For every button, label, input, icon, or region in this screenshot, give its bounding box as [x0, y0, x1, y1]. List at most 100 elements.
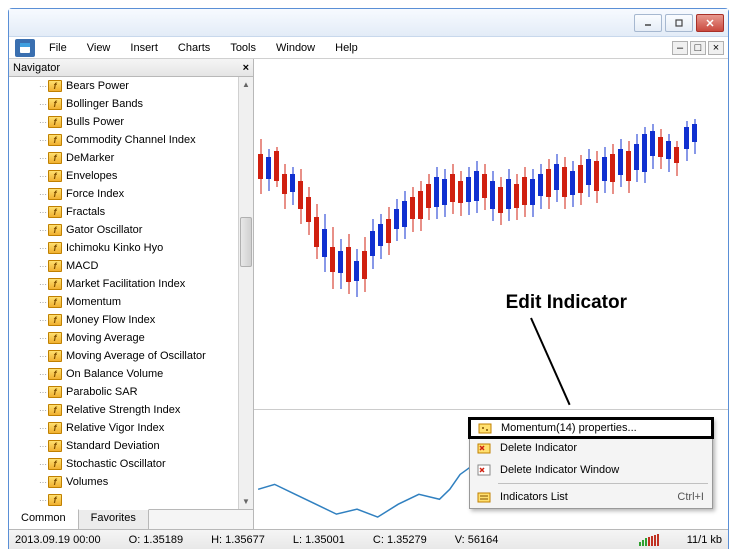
menu-help[interactable]: Help	[325, 39, 368, 57]
indicator-icon	[48, 206, 62, 218]
menu-item-indicators-list-label: Indicators List	[500, 491, 568, 503]
navigator-close-icon[interactable]: ×	[243, 62, 249, 74]
indicator-icon	[48, 296, 62, 308]
indicator-item[interactable]: ⋯Market Facilitation Index	[9, 275, 238, 293]
indicator-icon	[48, 458, 62, 470]
titlebar	[9, 9, 728, 37]
indicator-icon	[48, 494, 62, 506]
indicator-label: Bears Power	[66, 80, 129, 92]
candle	[626, 119, 631, 409]
indicator-item[interactable]: ⋯Volumes	[9, 473, 238, 491]
menu-window[interactable]: Window	[266, 39, 325, 57]
candle	[642, 119, 647, 409]
indicator-item[interactable]: ⋯DeMarker	[9, 149, 238, 167]
indicator-item[interactable]: ⋯Standard Deviation	[9, 437, 238, 455]
mdi-restore-button[interactable]: □	[690, 41, 706, 55]
indicator-item[interactable]: ⋯Envelopes	[9, 167, 238, 185]
candle	[650, 119, 655, 409]
menu-item-properties-label: Momentum(14) properties...	[501, 422, 637, 434]
indicator-icon	[48, 116, 62, 128]
status-kb: 11/1 kb	[687, 534, 722, 546]
indicator-item[interactable]: ⋯Bollinger Bands	[9, 95, 238, 113]
indicator-item[interactable]: ⋯Commodity Channel Index	[9, 131, 238, 149]
candle	[258, 119, 263, 409]
indicator-label: Parabolic SAR	[66, 386, 138, 398]
indicator-icon	[48, 188, 62, 200]
indicator-icon	[48, 98, 62, 110]
indicator-item[interactable]: ⋯Ichimoku Kinko Hyo	[9, 239, 238, 257]
candle	[378, 119, 383, 409]
menu-item-properties[interactable]: Momentum(14) properties...	[468, 417, 714, 439]
menu-tools[interactable]: Tools	[220, 39, 266, 57]
indicator-label: DeMarker	[66, 152, 114, 164]
mdi-minimize-button[interactable]: –	[672, 41, 688, 55]
indicator-label: MACD	[66, 260, 98, 272]
indicator-item[interactable]: ⋯Fractals	[9, 203, 238, 221]
navigator-tree: ⋯Bears Power⋯Bollinger Bands⋯Bulls Power…	[9, 77, 253, 509]
scroll-thumb[interactable]	[240, 217, 252, 267]
indicator-label: Ichimoku Kinko Hyo	[66, 242, 163, 254]
candle	[498, 119, 503, 409]
scroll-up-icon[interactable]: ▲	[239, 77, 253, 92]
candle	[684, 119, 689, 409]
candle	[458, 119, 463, 409]
status-low: L: 1.35001	[293, 534, 345, 546]
scrollbar[interactable]: ▲ ▼	[238, 77, 253, 509]
indicator-icon	[48, 386, 62, 398]
tab-favorites[interactable]: Favorites	[79, 509, 149, 529]
indicator-item[interactable]: ⋯Money Flow Index	[9, 311, 238, 329]
indicator-item[interactable]: ⋯Force Index	[9, 185, 238, 203]
candle	[522, 119, 527, 409]
indicator-icon	[48, 260, 62, 272]
minimize-button[interactable]	[634, 14, 662, 32]
indicator-label: Gator Oscillator	[66, 224, 142, 236]
indicator-item[interactable]: ⋯Momentum	[9, 293, 238, 311]
candle	[450, 119, 455, 409]
menu-separator	[498, 483, 708, 484]
indicator-item[interactable]: ⋯Bulls Power	[9, 113, 238, 131]
candle	[618, 119, 623, 409]
menu-item-indicators-list[interactable]: Indicators List Ctrl+I	[470, 486, 712, 508]
menu-view[interactable]: View	[77, 39, 121, 57]
indicator-icon	[48, 152, 62, 164]
tab-common[interactable]: Common	[9, 509, 79, 529]
candle	[530, 119, 535, 409]
indicator-icon	[48, 332, 62, 344]
candle	[402, 119, 407, 409]
menu-item-delete-window[interactable]: Delete Indicator Window	[470, 459, 712, 481]
candle	[434, 119, 439, 409]
properties-icon	[477, 420, 493, 436]
menu-insert[interactable]: Insert	[120, 39, 168, 57]
indicator-item[interactable]: ⋯Moving Average	[9, 329, 238, 347]
candle	[330, 119, 335, 409]
indicator-item[interactable]: ⋯Moving Average of Oscillator	[9, 347, 238, 365]
indicator-item[interactable]: ⋯MACD	[9, 257, 238, 275]
indicator-item[interactable]: ⋯Stochastic Oscillator	[9, 455, 238, 473]
status-high: H: 1.35677	[211, 534, 265, 546]
navigator-header: Navigator ×	[9, 59, 253, 77]
indicator-item[interactable]: ⋯	[9, 491, 238, 509]
indicators-list-icon	[476, 489, 492, 505]
mdi-close-button[interactable]: ×	[708, 41, 724, 55]
menu-file[interactable]: File	[39, 39, 77, 57]
app-icon	[15, 39, 35, 57]
candle	[354, 119, 359, 409]
close-button[interactable]	[696, 14, 724, 32]
indicator-item[interactable]: ⋯Relative Vigor Index	[9, 419, 238, 437]
indicator-item[interactable]: ⋯Parabolic SAR	[9, 383, 238, 401]
indicator-label: Relative Vigor Index	[66, 422, 164, 434]
menu-item-delete-indicator[interactable]: Delete Indicator	[470, 437, 712, 459]
candle	[474, 119, 479, 409]
navigator-tabs: Common Favorites	[9, 509, 253, 529]
indicator-item[interactable]: ⋯Gator Oscillator	[9, 221, 238, 239]
candle	[346, 119, 351, 409]
status-open: O: 1.35189	[129, 534, 183, 546]
indicator-item[interactable]: ⋯Relative Strength Index	[9, 401, 238, 419]
candle	[658, 119, 663, 409]
menu-charts[interactable]: Charts	[168, 39, 220, 57]
indicator-item[interactable]: ⋯Bears Power	[9, 77, 238, 95]
indicator-item[interactable]: ⋯On Balance Volume	[9, 365, 238, 383]
maximize-button[interactable]	[665, 14, 693, 32]
indicator-icon	[48, 404, 62, 416]
scroll-down-icon[interactable]: ▼	[239, 494, 253, 509]
